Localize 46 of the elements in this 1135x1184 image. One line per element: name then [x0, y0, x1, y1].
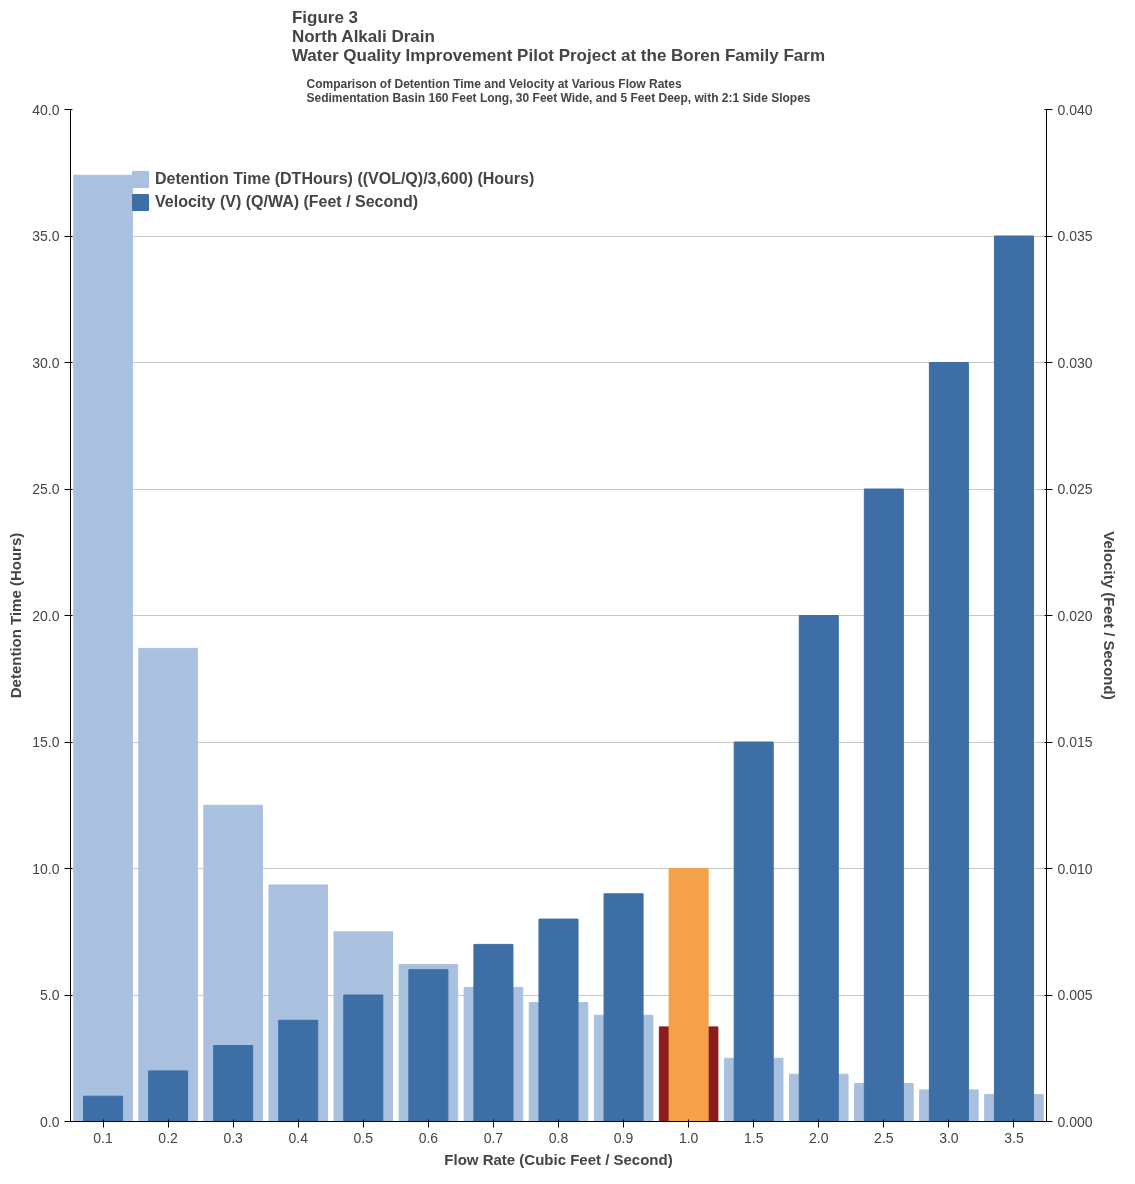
bar — [278, 1019, 319, 1122]
y-tick-label: 5.0 — [40, 987, 60, 1003]
x-tick-label: 0.9 — [613, 1129, 634, 1146]
y-axis-title: Detention Time (Hours) — [7, 532, 25, 699]
x-tick-label: 0.4 — [288, 1129, 309, 1146]
chart-subtitle: Comparison of Detention Time and Velocity at Various Flow Rates Sedimentation Basin 160 Feet Long, 30 Feet Wide, and 5 Feet Deep, with 2:1 Side Slopes — [306, 76, 811, 105]
x-tick-label: 0.7 — [483, 1129, 504, 1146]
y2-tick-label: 0.000 — [1057, 1113, 1093, 1130]
y2-tick-label: 0.010 — [1057, 860, 1093, 877]
y2-tick-label: 0.025 — [1057, 481, 1093, 497]
x-tick-label: 0.3 — [223, 1129, 244, 1146]
y-tick-label: 40.0 — [32, 101, 60, 118]
y-tick-label: 15.0 — [32, 734, 60, 750]
y2-tick-label: 0.015 — [1057, 734, 1093, 750]
x-tick-label: 0.8 — [548, 1129, 569, 1146]
x-tick-label: 1.0 — [678, 1129, 699, 1146]
x-tick-label: 3.0 — [939, 1129, 959, 1146]
x-tick-label: 0.6 — [418, 1129, 439, 1146]
x-tick-label: 0.5 — [353, 1129, 374, 1146]
y-tick-label: 30.0 — [32, 354, 60, 371]
y-tick-label: 20.0 — [32, 607, 60, 624]
bar — [138, 647, 198, 1122]
bar — [83, 1095, 124, 1122]
y2-axis-title: Velocity (Feet / Second) — [1100, 531, 1118, 700]
y-tick-label: 10.0 — [32, 860, 60, 877]
legend-label: Detention Time (DTHours) ((VOL/Q)/3,600) (Hours) — [155, 170, 535, 188]
y-tick-label: 0.0 — [40, 1113, 60, 1130]
y2-tick-label: 0.030 — [1057, 354, 1093, 371]
y-tick-label: 25.0 — [32, 481, 60, 497]
y-tick-label: 35.0 — [32, 228, 60, 244]
x-tick-label: 0.2 — [158, 1129, 179, 1146]
y2-tick-label: 0.035 — [1057, 228, 1093, 244]
bar — [148, 1070, 189, 1122]
chart-title: Figure 3 North Alkali Drain Water Quality Improvement Pilot Project at the Boren Family Farm — [291, 7, 826, 65]
x-axis-title: Flow Rate (Cubic Feet / Second) — [444, 1150, 673, 1168]
x-tick-label: 0.1 — [93, 1129, 113, 1146]
y2-tick-label: 0.005 — [1057, 987, 1093, 1003]
legend-label: Velocity (V) (Q/WA) (Feet / Second) — [155, 193, 419, 211]
x-tick-label: 1.5 — [743, 1129, 764, 1146]
y2-tick-label: 0.040 — [1057, 101, 1093, 118]
x-tick-label: 3.5 — [1004, 1129, 1024, 1146]
bar — [213, 1045, 254, 1122]
y2-tick-label: 0.020 — [1057, 607, 1093, 624]
bar — [343, 994, 384, 1122]
x-tick-label: 2.5 — [874, 1129, 894, 1146]
x-tick-label: 2.0 — [809, 1129, 829, 1146]
